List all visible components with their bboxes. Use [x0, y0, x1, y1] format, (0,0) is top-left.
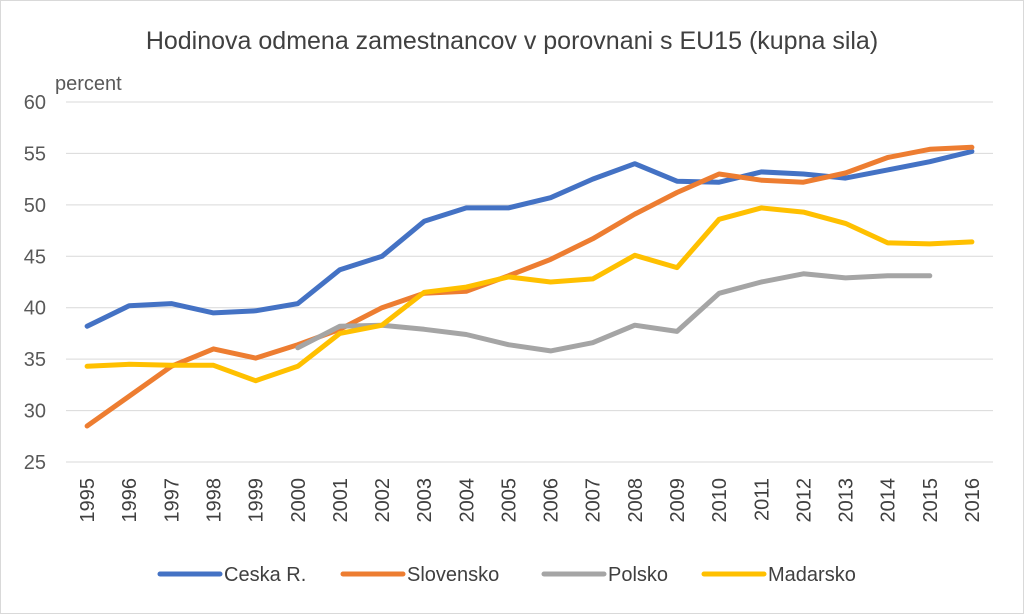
x-tick-label: 2006 [541, 478, 563, 523]
x-tick-label: 2002 [372, 478, 394, 523]
y-tick-label: 50 [24, 195, 46, 217]
x-tick-label: 2015 [920, 478, 942, 523]
y-tick-label: 60 [24, 92, 46, 114]
series-lines [84, 144, 975, 429]
x-tick-label: 2013 [836, 478, 858, 523]
series-line-madarsko [84, 205, 975, 384]
legend-label-slovensko: Slovensko [407, 564, 499, 586]
x-tick-label: 2012 [793, 478, 815, 523]
legend-label-ceska-r: Ceska R. [224, 564, 306, 586]
legend-label-madarsko: Madarsko [768, 564, 856, 586]
x-tick-label: 2007 [583, 478, 605, 523]
x-tick-label: 2001 [330, 478, 352, 523]
x-tick-label: 2014 [878, 478, 900, 523]
legend-label-polsko: Polsko [608, 564, 668, 586]
x-tick-label: 2005 [498, 478, 520, 523]
x-axis-ticks: 1995 1996 1997 1998 1999 2000 2001 2002 2003 2004… [77, 478, 984, 523]
y-tick-label: 35 [24, 349, 46, 371]
series-line-polsko [295, 271, 933, 354]
x-tick-label: 1995 [77, 478, 99, 523]
y-tick-label: 45 [24, 246, 46, 268]
x-tick-label: 2011 [751, 478, 773, 521]
x-tick-label: 1999 [246, 478, 268, 523]
y-tick-label: 30 [24, 401, 46, 423]
x-tick-label: 2003 [414, 478, 436, 523]
x-tick-label: 2010 [709, 478, 731, 523]
x-tick-label: 1996 [119, 478, 141, 523]
y-tick-label: 55 [24, 143, 46, 165]
x-tick-label: 2009 [667, 478, 689, 523]
y-tick-label: 40 [24, 298, 46, 320]
series-line-slovensko [84, 144, 975, 429]
x-tick-label: 2000 [288, 478, 310, 523]
x-tick-label: 1998 [203, 478, 225, 523]
chart-title: Hodinova odmena zamestnancov v porovnani… [146, 27, 878, 55]
y-axis-ticks: 25 30 35 40 45 50 55 60 [24, 92, 46, 474]
x-tick-label: 2008 [625, 478, 647, 523]
x-tick-label: 2004 [456, 478, 478, 523]
x-tick-label: 1997 [161, 478, 183, 523]
y-tick-label: 25 [24, 452, 46, 474]
y-axis-unit-label: percent [55, 73, 122, 95]
x-tick-label: 2016 [962, 478, 984, 523]
legend: Ceska R. Slovensko Polsko Madarsko [157, 564, 856, 586]
